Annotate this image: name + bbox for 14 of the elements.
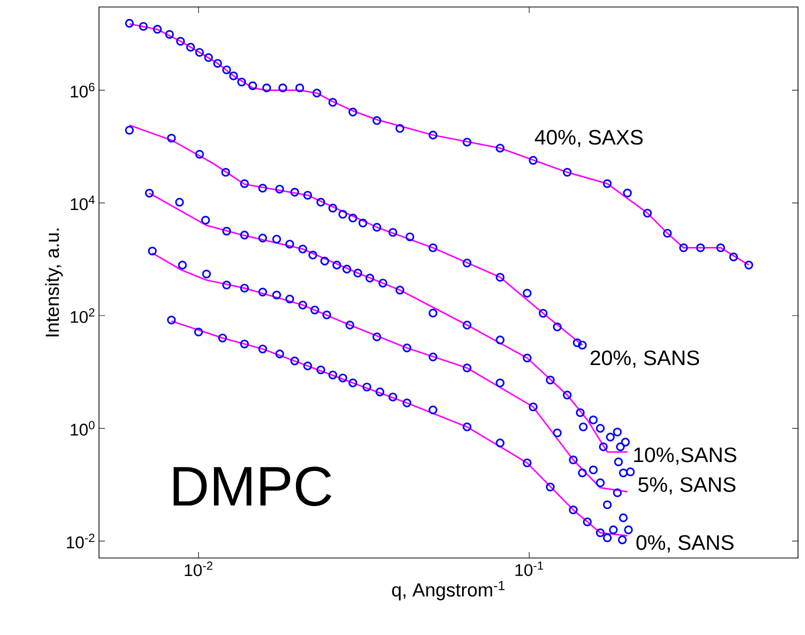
x-axis-title: q, Angstrom$^{-1}$ (392, 581, 505, 600)
series-label: 5%, SANS (638, 477, 736, 494)
series-label: 0%, SANS (636, 535, 734, 552)
y-tick-label: 10$^{0}$ (70, 420, 95, 436)
y-tick-label: 10$^{4}$ (70, 196, 95, 210)
y-tick-label: 10$^{2}$ (70, 308, 94, 323)
x-tick-label: 10$^{-1}$ (516, 562, 544, 576)
y-axis-title: Intensity, a.u. (45, 228, 63, 336)
series-label: 20%, SANS (590, 350, 700, 368)
series-label: 40%, SAXS (534, 130, 643, 148)
y-tick-label: 10$^{6}$ (70, 82, 94, 98)
annotation: DMPC (174, 466, 332, 506)
series-label: 10%,SANS (634, 447, 736, 465)
y-tick-label: 10$^{-2}$ (66, 534, 94, 548)
